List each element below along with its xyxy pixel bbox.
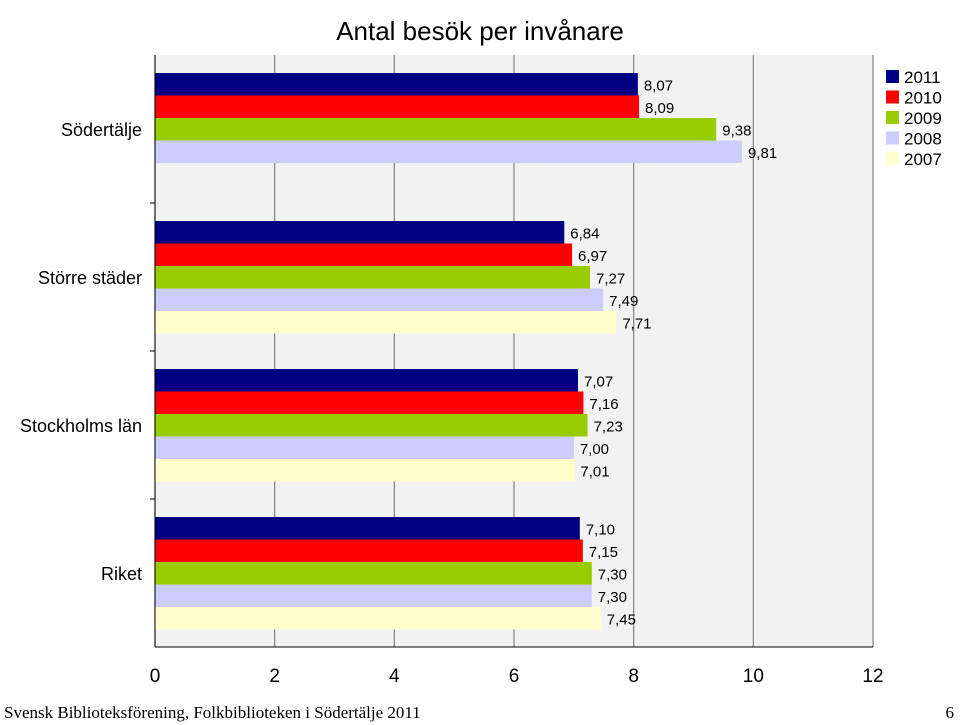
axes bbox=[150, 55, 873, 648]
bar-2009-0 bbox=[155, 118, 717, 141]
category-label: Södertälje bbox=[61, 120, 142, 140]
data-label: 9,38 bbox=[722, 122, 751, 139]
data-label: 7,71 bbox=[622, 315, 651, 332]
data-label: 6,84 bbox=[570, 225, 599, 242]
category-labels: Södertälje Större städer Stockholms län Rik… bbox=[20, 120, 142, 584]
category-label: Riket bbox=[101, 564, 142, 584]
x-tick-label: 0 bbox=[150, 666, 161, 687]
x-tick-label: 10 bbox=[743, 666, 764, 687]
data-label: 7,49 bbox=[609, 293, 638, 310]
bar-2011-1 bbox=[155, 221, 565, 244]
legend-label: 2011 bbox=[904, 68, 941, 87]
chart-title: Antal besök per invånare bbox=[336, 16, 624, 46]
bar-2011-2 bbox=[155, 369, 579, 392]
x-tick-label: 2 bbox=[269, 666, 280, 687]
legend-swatch-2009 bbox=[886, 111, 899, 124]
data-label: 7,45 bbox=[607, 611, 636, 628]
x-tick-labels: 0 2 4 6 8 10 12 bbox=[150, 666, 884, 687]
footer-source: Svensk Biblioteksförening, Folkbibliotek… bbox=[4, 703, 421, 722]
data-label: 8,09 bbox=[645, 100, 674, 117]
category-label: Stockholms län bbox=[20, 416, 142, 436]
bars bbox=[155, 73, 742, 630]
data-label: 7,30 bbox=[598, 566, 627, 583]
bar-2011-3 bbox=[155, 517, 580, 540]
legend-label: 2007 bbox=[904, 150, 942, 169]
bar-2010-0 bbox=[155, 95, 640, 118]
bar-2010-2 bbox=[155, 391, 584, 414]
data-label: 7,27 bbox=[596, 270, 625, 287]
legend-label: 2008 bbox=[904, 130, 942, 149]
bar-2009-3 bbox=[155, 562, 592, 585]
x-tick-label: 12 bbox=[862, 666, 883, 687]
data-label: 6,97 bbox=[578, 248, 607, 265]
data-label: 7,15 bbox=[589, 544, 618, 561]
legend-swatch-2007 bbox=[886, 152, 899, 165]
data-label: 7,10 bbox=[586, 521, 615, 538]
bar-2007-2 bbox=[155, 459, 575, 482]
legend-swatch-2010 bbox=[886, 90, 899, 104]
x-tick-label: 8 bbox=[628, 666, 639, 687]
legend-label: 2010 bbox=[904, 89, 942, 108]
data-labels: 8,07 8,09 9,38 9,81 6,84 6,97 7,27 7,49 7,71 7,07… bbox=[570, 77, 777, 628]
x-tick-label: 6 bbox=[509, 666, 520, 687]
bar-2008-3 bbox=[155, 584, 592, 607]
data-label: 8,07 bbox=[644, 77, 673, 94]
x-tick-label: 4 bbox=[389, 666, 400, 687]
data-label: 7,30 bbox=[598, 589, 627, 606]
page-number: 6 bbox=[945, 703, 955, 722]
bar-2011-0 bbox=[155, 73, 638, 96]
bar-2007-1 bbox=[155, 311, 617, 334]
bar-2008-1 bbox=[155, 288, 604, 311]
category-label: Större städer bbox=[38, 268, 142, 288]
legend-swatch-2008 bbox=[886, 131, 899, 145]
data-label: 9,81 bbox=[748, 145, 777, 162]
data-label: 7,16 bbox=[589, 396, 618, 413]
bar-chart: 8,07 8,09 9,38 9,81 6,84 6,97 7,27 7,49 7,71 7,07… bbox=[20, 16, 942, 687]
legend-label: 2009 bbox=[904, 109, 942, 128]
bar-2008-0 bbox=[155, 140, 742, 163]
data-label: 7,23 bbox=[594, 418, 623, 435]
bar-2010-3 bbox=[155, 539, 583, 562]
bar-2009-1 bbox=[155, 266, 590, 289]
data-label: 7,07 bbox=[584, 373, 613, 390]
bar-2007-3 bbox=[155, 607, 601, 630]
data-label: 7,00 bbox=[580, 441, 609, 458]
bar-2009-2 bbox=[155, 414, 588, 437]
bar-2008-2 bbox=[155, 436, 574, 459]
legend-swatch-2011 bbox=[886, 70, 899, 83]
data-label: 7,01 bbox=[580, 463, 609, 480]
bar-2010-1 bbox=[155, 243, 573, 266]
